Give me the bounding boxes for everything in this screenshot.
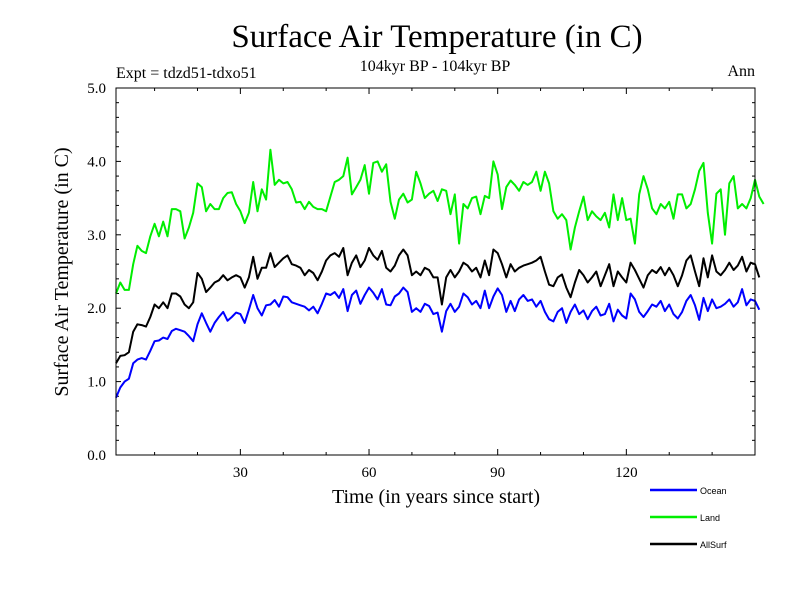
series-line-land bbox=[115, 148, 765, 294]
legend: Ocean Land AllSurf bbox=[650, 486, 727, 550]
legend-label-land: Land bbox=[700, 513, 720, 523]
series-line-ocean bbox=[115, 286, 761, 399]
legend-label-ocean: Ocean bbox=[700, 486, 727, 496]
chart-subtitle: 104kyr BP - 104kyr BP bbox=[360, 58, 511, 75]
legend-label-allsurf: AllSurf bbox=[700, 540, 727, 550]
x-tick-label: 60 bbox=[362, 465, 377, 481]
x-axis-label: Time (in years since start) bbox=[332, 486, 540, 508]
y-axis-label: Surface Air Temperature (in C) bbox=[51, 147, 73, 396]
chart-title: Surface Air Temperature (in C) bbox=[231, 19, 642, 55]
x-tick-label: 120 bbox=[615, 465, 638, 481]
x-tick-label: 90 bbox=[490, 465, 505, 481]
season-label: Ann bbox=[727, 63, 755, 80]
y-tick-label: 2.0 bbox=[87, 301, 106, 317]
y-tick-label: 3.0 bbox=[87, 228, 106, 244]
y-tick-label: 0.0 bbox=[87, 448, 106, 464]
experiment-label: Expt = tdzd51-tdxo51 bbox=[116, 65, 257, 82]
plot-frame bbox=[115, 87, 756, 456]
series-line-allsurf bbox=[115, 247, 761, 364]
x-tick-label: 30 bbox=[233, 465, 248, 481]
y-tick-label: 5.0 bbox=[87, 81, 106, 97]
y-tick-label: 1.0 bbox=[87, 375, 106, 391]
plot-area: 0.0 1.0 2.0 3.0 4.0 5.0 30 60 90 120 bbox=[87, 81, 765, 481]
y-tick-label: 4.0 bbox=[87, 154, 106, 170]
